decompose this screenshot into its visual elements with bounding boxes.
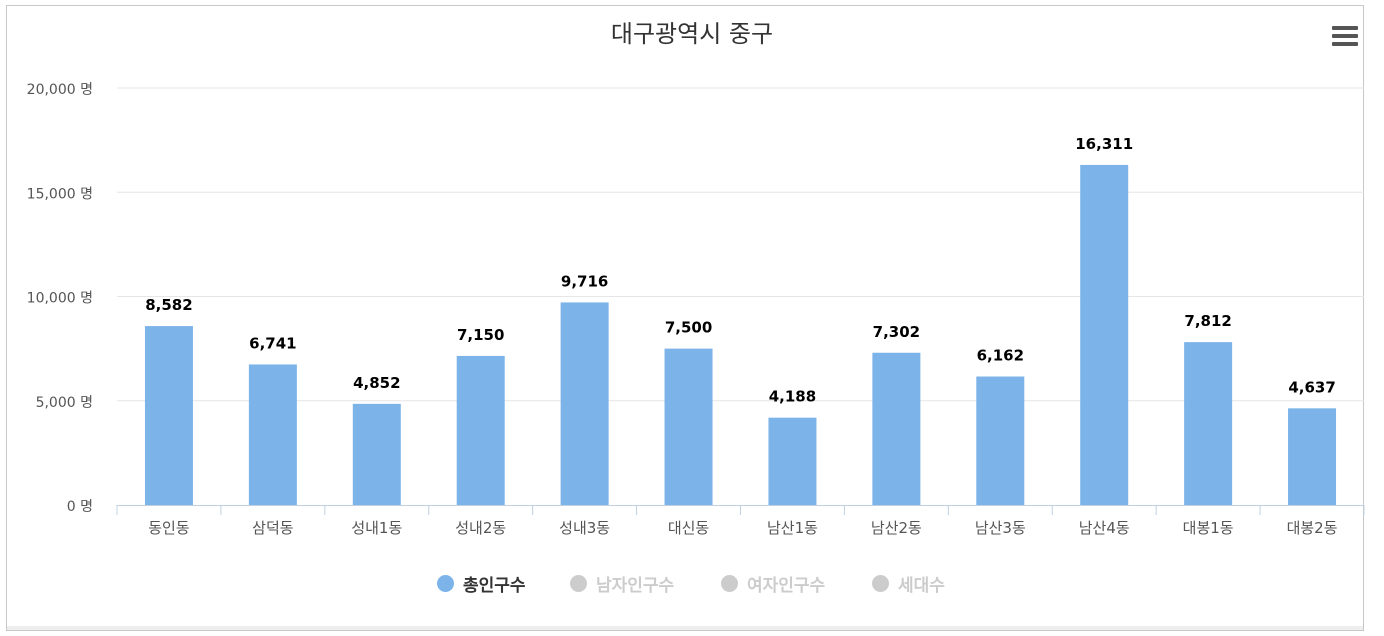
x-tick-label: 성내1동 [351,519,402,537]
chart-container [6,5,1364,631]
x-tick-label: 남산3동 [975,519,1026,537]
y-tick-label: 0 명 [67,499,93,515]
menu-line [1332,42,1358,46]
x-tick-label: 남산2동 [871,519,922,537]
legend-item-female-population[interactable]: 여자인구수 [721,570,825,596]
legend-marker [570,574,587,592]
data-label: 7,302 [873,323,920,341]
x-tick-label: 삼덕동 [252,519,294,537]
data-label: 4,852 [353,374,400,392]
bar [768,417,817,505]
bar [560,302,609,505]
bottom-divider [7,626,1363,630]
y-tick-label: 5,000 명 [36,395,93,411]
legend-label: 남자인구수 [596,575,675,596]
legend-marker [437,574,454,592]
x-tick-label: 대봉2동 [1287,519,1338,537]
data-label: 7,812 [1184,312,1231,330]
data-label: 7,500 [665,319,712,337]
legend-item-male-population[interactable]: 남자인구수 [570,570,674,596]
data-label: 7,150 [457,326,504,344]
legend-label: 세대수 [898,575,945,596]
x-tick-label: 성내3동 [559,519,610,537]
data-label: 8,582 [145,296,192,314]
y-tick-label: 20,000 명 [27,82,93,98]
x-tick-label: 동인동 [148,519,190,537]
legend-item-total-population[interactable]: 총인구수 [437,570,526,596]
y-tick-label: 10,000 명 [27,291,93,307]
x-tick-label: 성내2동 [455,519,506,537]
legend-label: 여자인구수 [747,575,826,596]
menu-line [1332,26,1358,30]
data-label: 9,716 [561,272,608,290]
legend-marker [872,574,889,592]
x-tick-label: 대봉1동 [1183,519,1234,537]
bar [664,348,713,505]
bar [352,403,401,505]
data-label: 4,188 [769,388,816,406]
bar [872,352,921,505]
bar [144,326,193,505]
hamburger-menu-icon[interactable] [1332,26,1360,50]
x-tick-label: 대신동 [668,519,710,537]
data-label: 6,741 [249,334,296,352]
x-tick-label: 남산4동 [1079,519,1130,537]
data-label: 16,311 [1075,135,1133,153]
chart-title: 대구광역시 중구 [610,20,774,48]
bar [1080,164,1129,505]
bar [1184,342,1233,505]
legend-label: 총인구수 [463,575,526,596]
data-label: 4,637 [1288,378,1335,396]
bar [248,364,297,505]
bar [456,355,505,505]
y-tick-label: 15,000 명 [27,186,93,202]
x-tick-label: 남산1동 [767,519,818,537]
bar [976,376,1025,505]
menu-line [1332,34,1358,38]
bar [1288,408,1337,505]
chart-legend: 총인구수 남자인구수 여자인구수 세대수 [0,570,1384,596]
legend-marker [721,574,738,592]
legend-item-households[interactable]: 세대수 [872,570,945,596]
data-label: 6,162 [977,347,1024,365]
